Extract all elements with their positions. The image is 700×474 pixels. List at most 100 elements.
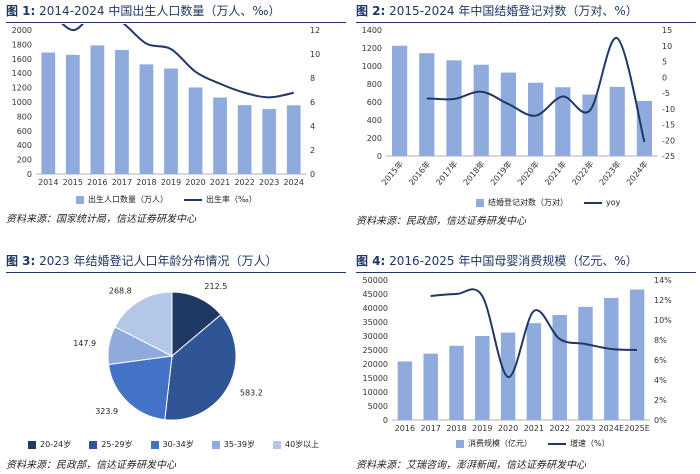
bar xyxy=(636,101,653,156)
y-right-tick-label: 15 xyxy=(662,26,672,35)
y-right-tick-label: 0 xyxy=(662,73,667,82)
bar xyxy=(423,353,438,420)
bar xyxy=(139,64,154,174)
x-tick-label: 2018年 xyxy=(461,159,487,187)
bar xyxy=(419,53,435,156)
y-left-tick-label: 600 xyxy=(17,127,32,136)
bar xyxy=(90,45,105,175)
panel-title-text: 2014-2024 中国出生人口数量（万人、‰） xyxy=(39,4,281,18)
y-left-tick-label: 400 xyxy=(367,116,382,125)
y-left-tick-label: 35000 xyxy=(363,318,388,327)
y-right-tick-label: 6 xyxy=(310,98,315,107)
x-tick-label: 2014 xyxy=(38,178,58,187)
legend-swatch xyxy=(150,440,159,449)
x-tick-label: 2021 xyxy=(210,178,230,187)
y-right-tick-label: 12 xyxy=(310,26,320,35)
legend-item: 35-39岁 xyxy=(211,439,255,450)
legend-item-line: 增速（%） xyxy=(548,438,610,449)
bar xyxy=(115,49,129,174)
y-left-tick-label: 1200 xyxy=(12,84,32,93)
y-left-tick-label: 45000 xyxy=(363,290,388,299)
bar xyxy=(473,64,489,156)
y-left-tick-label: 0 xyxy=(377,152,382,161)
x-tick-label: 2020 xyxy=(498,424,518,433)
x-tick-label: 2023年 xyxy=(597,159,623,187)
bar xyxy=(262,109,277,174)
y-right-tick-label: 12% xyxy=(654,296,672,305)
y-left-tick-label: 5000 xyxy=(368,402,388,411)
chart-birth-population: 0 200 400 600 800 1000 1200 1400 1600 1800 2000 0 2 4… xyxy=(12,24,320,187)
series-line xyxy=(430,288,638,379)
legend-item: 40岁以上 xyxy=(273,439,319,450)
panel-source: 资料来源：民政部，信达证券研发中心 xyxy=(356,216,526,227)
y-right-tick-label: -15 xyxy=(662,121,675,130)
legend-item: 25-29岁 xyxy=(89,439,133,450)
series-line xyxy=(61,24,294,99)
bar xyxy=(578,306,593,420)
y-left-tick-label: 400 xyxy=(17,141,32,150)
y-right-tick-label: 10 xyxy=(310,50,320,59)
bar xyxy=(500,72,517,156)
panel-source: 资料来源：国家统计局，信达证券研发中心 xyxy=(6,214,196,225)
pie-data-label: 212.5 xyxy=(204,282,227,291)
bar xyxy=(604,297,619,420)
legend-item-bar: 结婚登记对数（万对） xyxy=(476,197,568,208)
x-tick-label: 2016年 xyxy=(406,159,432,187)
y-right-tick-label: 10 xyxy=(662,42,672,51)
y-left-tick-label: 40000 xyxy=(363,304,388,313)
legend-label: 35-39岁 xyxy=(223,440,255,449)
chart-marriage-registrations: 0 200 400 600 800 1000 1200 1400 -25 -20 -15 -10 -5 0… xyxy=(362,26,675,187)
x-tick-label: 2024年 xyxy=(624,159,650,187)
chart-maternal-infant-consumption: 0 5000 10000 15000 20000 25000 30000 35000 40000… xyxy=(363,276,673,433)
title-rule xyxy=(356,22,696,23)
y-left-tick-label: 1600 xyxy=(12,55,32,64)
y-left-tick-label: 20000 xyxy=(363,360,388,369)
bar xyxy=(65,54,80,175)
x-tick-label: 2022年 xyxy=(570,159,596,187)
x-tick-label: 2022 xyxy=(234,178,254,187)
bar xyxy=(188,87,203,174)
bar xyxy=(475,336,490,420)
pie-data-label: 583.2 xyxy=(240,388,263,397)
y-right-tick-label: 0% xyxy=(654,416,667,425)
bar xyxy=(397,361,413,420)
y-left-tick-label: 50000 xyxy=(363,276,388,285)
bar xyxy=(526,323,542,420)
x-tick-label: 2016 xyxy=(87,178,107,187)
panel-marriage-age-distribution: 图 3: 2023 年结婚登记人口年龄分布情况（万人） 212.5 583.2 32… xyxy=(6,252,346,472)
legend-item: 20-24岁 xyxy=(28,439,71,450)
y-right-tick-label: 14% xyxy=(654,276,672,285)
legend-item-bar: 消费规模（亿元） xyxy=(456,438,532,449)
bar xyxy=(552,315,567,420)
legend-swatch xyxy=(89,440,98,449)
y-left-tick-label: 1800 xyxy=(12,40,32,49)
panel-title: 图 3: 2023 年结婚登记人口年龄分布情况（万人） xyxy=(6,254,278,268)
series-line xyxy=(426,37,646,143)
bar xyxy=(527,82,544,156)
y-left-tick-label: 1200 xyxy=(362,44,382,53)
x-tick-label: 2021 xyxy=(524,424,544,433)
x-tick-label: 2024 xyxy=(284,178,304,187)
y-left-tick-label: 600 xyxy=(367,98,382,107)
y-left-tick-label: 2000 xyxy=(12,26,32,35)
bar xyxy=(213,97,227,174)
panel-source: 资料来源：民政部，信达证券研发中心 xyxy=(6,460,176,471)
title-rule xyxy=(6,22,346,23)
y-left-tick-label: 10000 xyxy=(363,388,388,397)
x-tick-label: 2023 xyxy=(575,424,595,433)
bar xyxy=(286,105,301,174)
panel-title: 图 2: 2015-2024 年中国结婚登记对数（万对、%） xyxy=(356,4,638,18)
pie-slice xyxy=(114,291,173,357)
legend: 结婚登记对数（万对） yoy xyxy=(476,197,620,208)
y-left-tick-label: 800 xyxy=(17,112,32,121)
pie-data-label: 147.9 xyxy=(73,339,96,348)
legend-item-line: yoy xyxy=(584,198,620,207)
x-tick-label: 2021年 xyxy=(542,159,568,187)
legend-swatch xyxy=(28,440,36,449)
bar xyxy=(164,68,178,174)
panel-title: 图 4: 2016-2025 年中国母婴消费规模（亿元、%） xyxy=(356,254,638,268)
x-tick-label: 2020年 xyxy=(515,159,541,187)
panel-source: 资料来源：艾瑞咨询，澎湃新闻，信达证券研发中心 xyxy=(356,460,586,471)
bar xyxy=(449,345,464,420)
bar xyxy=(609,86,625,156)
